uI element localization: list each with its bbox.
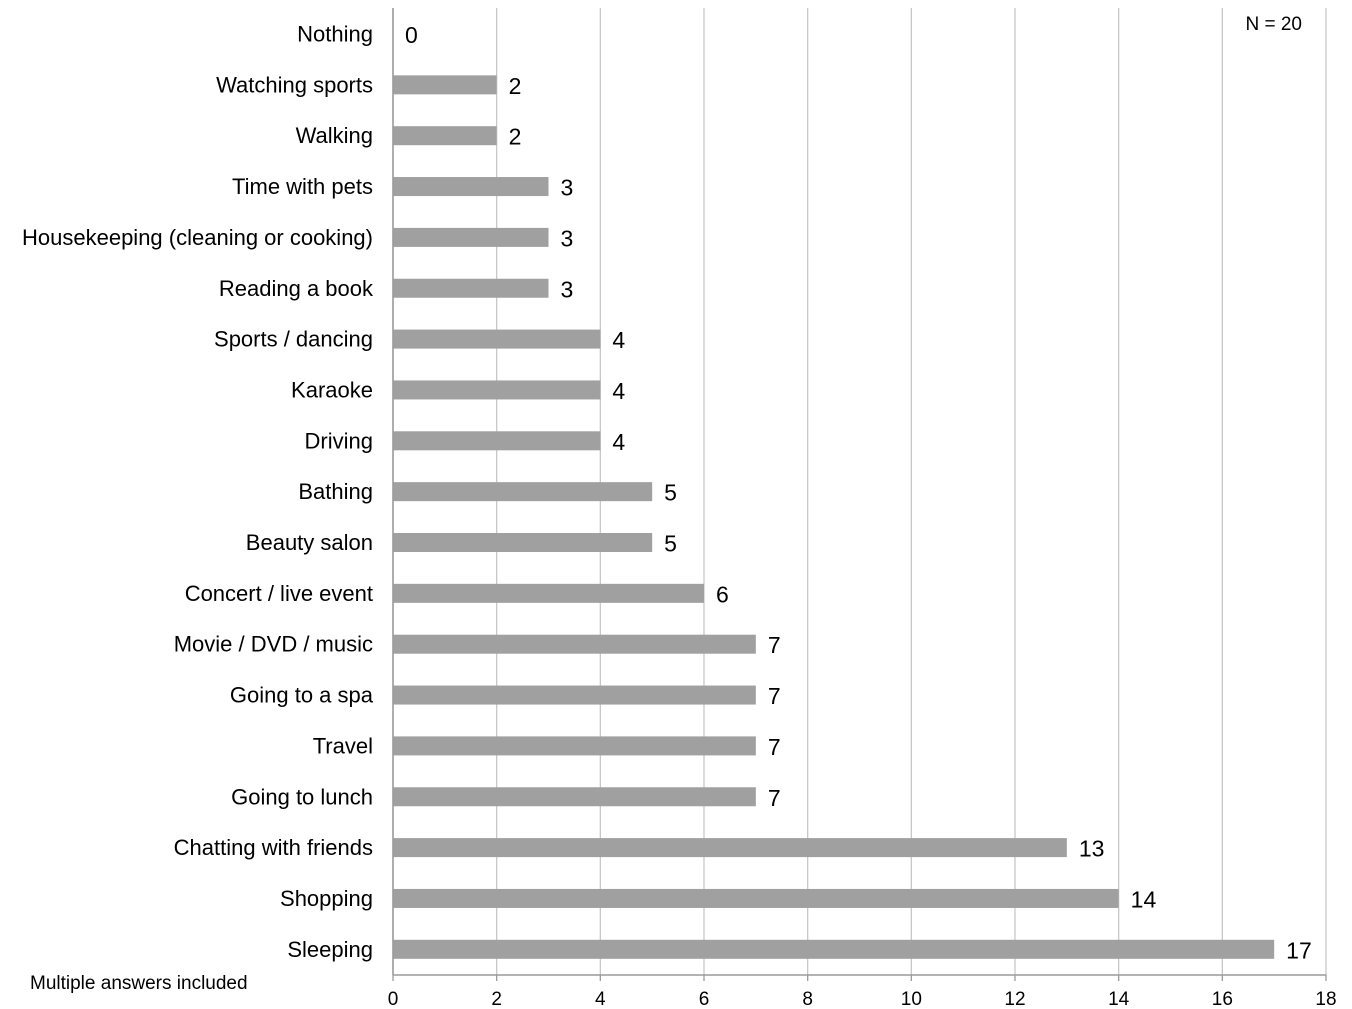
data-label: 4 bbox=[612, 327, 625, 353]
x-tick-label: 14 bbox=[1108, 989, 1130, 1009]
data-label: 2 bbox=[509, 124, 522, 150]
x-tick-label: 8 bbox=[802, 989, 813, 1009]
data-label: 7 bbox=[768, 785, 781, 811]
category-label: Beauty salon bbox=[246, 530, 373, 555]
data-label: 4 bbox=[612, 429, 625, 455]
sample-size-annotation: N = 20 bbox=[1245, 14, 1302, 35]
category-label: Concert / live event bbox=[185, 581, 373, 606]
bar bbox=[393, 533, 653, 552]
category-label: Movie / DVD / music bbox=[174, 632, 373, 657]
category-label: Chatting with friends bbox=[174, 835, 373, 860]
data-label: 17 bbox=[1286, 937, 1312, 963]
data-label: 7 bbox=[768, 683, 781, 709]
axes: 0 2 4 6 8 10 12 14 16 18 bbox=[388, 8, 1337, 1009]
data-label: 3 bbox=[561, 225, 574, 251]
bar bbox=[393, 431, 601, 451]
x-tick-label: 2 bbox=[491, 989, 502, 1009]
grid-lines bbox=[496, 8, 1327, 975]
category-label: Time with pets bbox=[232, 174, 373, 199]
data-label: 6 bbox=[716, 581, 729, 607]
data-label: 5 bbox=[664, 480, 677, 506]
category-label: Sports / dancing bbox=[214, 327, 373, 352]
x-tick-label: 10 bbox=[901, 989, 922, 1009]
data-label: 4 bbox=[612, 378, 625, 404]
bar bbox=[393, 736, 756, 756]
bar bbox=[393, 939, 1275, 959]
category-label: Going to lunch bbox=[231, 784, 373, 809]
data-label: 7 bbox=[768, 632, 781, 658]
category-label: Nothing bbox=[297, 22, 373, 47]
data-label: 5 bbox=[664, 531, 677, 557]
bar bbox=[393, 482, 653, 502]
bar bbox=[393, 583, 704, 603]
category-label: Karaoke bbox=[291, 377, 373, 402]
bar bbox=[393, 685, 756, 705]
category-label: Walking bbox=[296, 123, 373, 148]
bar bbox=[393, 126, 497, 146]
data-label: 14 bbox=[1131, 886, 1157, 912]
x-tick-label: 16 bbox=[1212, 989, 1233, 1009]
bar bbox=[393, 177, 549, 197]
labels: Nothing 0 Watching sports 2 Walking 2 Time wit… bbox=[22, 22, 1312, 964]
x-tick-label: 4 bbox=[595, 989, 606, 1009]
x-tick-label: 18 bbox=[1315, 989, 1336, 1009]
data-label: 13 bbox=[1079, 836, 1105, 862]
category-label: Housekeeping (cleaning or cooking) bbox=[22, 225, 373, 250]
x-tick-label: 12 bbox=[1004, 989, 1025, 1009]
category-label: Travel bbox=[313, 733, 373, 758]
data-label: 3 bbox=[561, 276, 574, 302]
category-label: Watching sports bbox=[216, 72, 373, 97]
bar bbox=[393, 380, 601, 400]
data-label: 2 bbox=[509, 73, 522, 99]
category-label: Reading a book bbox=[219, 276, 374, 301]
category-label: Bathing bbox=[298, 479, 373, 504]
category-label: Going to a spa bbox=[230, 683, 374, 708]
bar bbox=[393, 75, 497, 95]
bar bbox=[393, 329, 601, 349]
bar bbox=[393, 838, 1067, 858]
bars bbox=[393, 75, 1275, 959]
category-label: Shopping bbox=[280, 886, 373, 911]
bar bbox=[393, 787, 756, 807]
data-label: 0 bbox=[405, 22, 418, 48]
bar bbox=[393, 888, 1119, 908]
data-label: 7 bbox=[768, 734, 781, 760]
bar bbox=[393, 227, 549, 247]
x-tick-label: 6 bbox=[699, 989, 710, 1009]
category-label: Sleeping bbox=[287, 937, 373, 962]
footnote: Multiple answers included bbox=[30, 973, 248, 994]
bar bbox=[393, 278, 549, 298]
data-label: 3 bbox=[561, 175, 574, 201]
bar bbox=[393, 634, 756, 654]
category-label: Driving bbox=[305, 428, 373, 453]
x-tick-label: 0 bbox=[388, 989, 399, 1009]
